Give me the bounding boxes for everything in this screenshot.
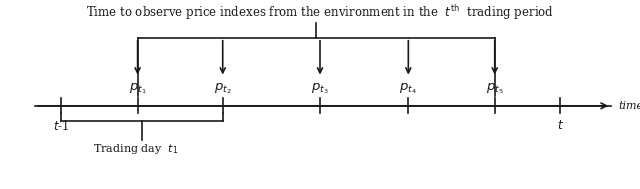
- Text: $p_{t_1}$: $p_{t_1}$: [129, 81, 147, 96]
- Text: $p_{t_3}$: $p_{t_3}$: [311, 81, 329, 96]
- Text: $p_{t_2}$: $p_{t_2}$: [214, 81, 232, 96]
- Text: Time to observe price indexes from the environment in the  $t^{\mathrm{th}}$  tr: Time to observe price indexes from the e…: [86, 3, 554, 22]
- Text: $t$: $t$: [557, 119, 563, 132]
- Text: time: time: [619, 101, 640, 111]
- Text: $t$-1: $t$-1: [52, 119, 69, 133]
- Text: $p_{t_4}$: $p_{t_4}$: [399, 81, 417, 96]
- Text: Trading day  $t_1$: Trading day $t_1$: [93, 142, 178, 156]
- Text: $p_{t_5}$: $p_{t_5}$: [486, 81, 504, 96]
